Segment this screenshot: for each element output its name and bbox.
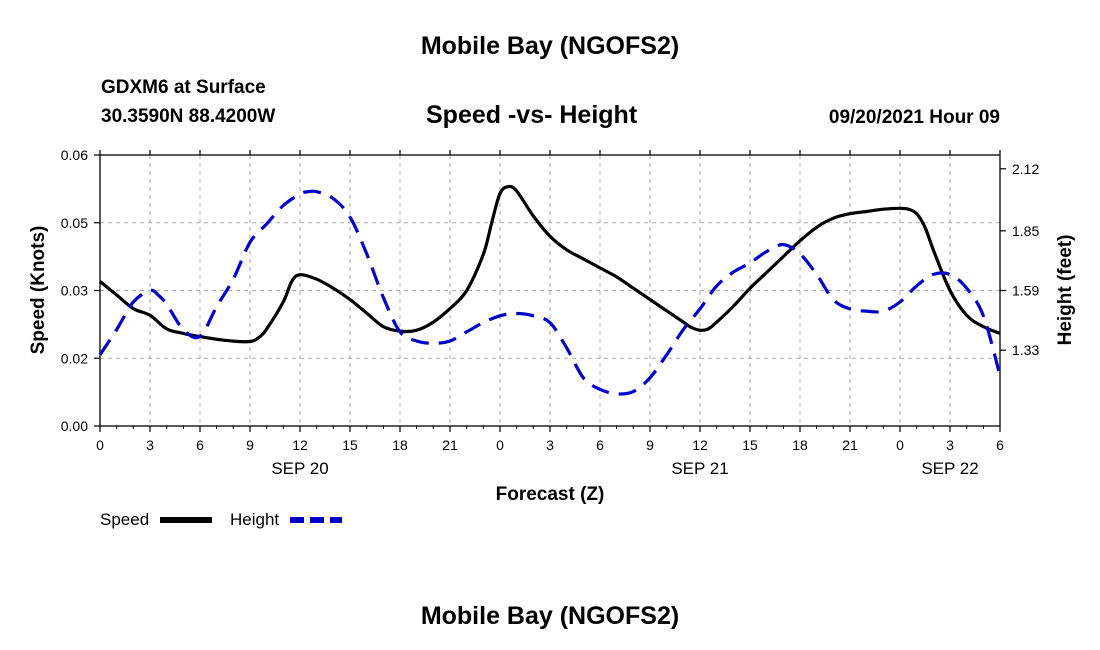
x-tick-label: 12 bbox=[292, 437, 308, 453]
x-tick-label: 9 bbox=[246, 437, 254, 453]
x-tick-label: 6 bbox=[596, 437, 604, 453]
x-tick-label: 21 bbox=[842, 437, 858, 453]
left-tick-label: 0.06 bbox=[61, 147, 88, 163]
right-tick-label: 1.59 bbox=[1012, 283, 1039, 299]
coordinates-label: 30.3590N 88.4200W bbox=[101, 106, 276, 127]
x-tick-label: 15 bbox=[742, 437, 758, 453]
x-tick-label: 6 bbox=[196, 437, 204, 453]
legend-label-height: Height bbox=[230, 510, 279, 529]
x-tick-label: 21 bbox=[442, 437, 458, 453]
x-tick-label: 15 bbox=[342, 437, 358, 453]
x-axis-label: Forecast (Z) bbox=[496, 484, 605, 505]
x-tick-label: 18 bbox=[792, 437, 808, 453]
x-tick-label: 0 bbox=[96, 437, 104, 453]
left-tick-label: 0.00 bbox=[61, 418, 88, 434]
legend: Speed Height bbox=[100, 510, 342, 529]
datetime-label: 09/20/2021 Hour 09 bbox=[828, 107, 1000, 128]
right-tick-label: 1.85 bbox=[1012, 223, 1039, 239]
chart-title: Speed -vs- Height bbox=[426, 101, 638, 129]
right-tick-label: 2.12 bbox=[1012, 161, 1039, 177]
left-tick-label: 0.02 bbox=[61, 350, 88, 366]
x-tick-label: 6 bbox=[996, 437, 1004, 453]
day-label: SEP 22 bbox=[921, 459, 978, 478]
x-tick-label: 3 bbox=[946, 437, 954, 453]
x-tick-label: 18 bbox=[392, 437, 408, 453]
x-tick-label: 3 bbox=[146, 437, 154, 453]
x-tick-label: 0 bbox=[496, 437, 504, 453]
series-group bbox=[98, 184, 1002, 396]
y-axis-label-left: Speed (Knots) bbox=[28, 226, 49, 355]
axis-ticks: 0 3 6 9 12 15 18 21 0 3 6 9 12 15 18 21 0 3 6 SEP 20 SEP 21 S… bbox=[61, 147, 1040, 478]
right-tick-label: 1.33 bbox=[1012, 342, 1039, 358]
x-tick-label: 9 bbox=[646, 437, 654, 453]
station-label: GDXM6 at Surface bbox=[101, 77, 266, 98]
left-tick-label: 0.03 bbox=[61, 283, 88, 299]
left-tick-label: 0.05 bbox=[61, 215, 88, 231]
page-title: Mobile Bay (NGOFS2) bbox=[420, 32, 680, 60]
x-tick-label: 3 bbox=[546, 437, 554, 453]
grid bbox=[100, 154, 1000, 427]
x-tick-label: 0 bbox=[896, 437, 904, 453]
chart: 0 3 6 9 12 15 18 21 0 3 6 9 12 15 18 21 0 3 6 SEP 20 SEP 21 S… bbox=[28, 147, 1076, 529]
speed-series-line bbox=[99, 184, 1001, 344]
legend-label-speed: Speed bbox=[100, 510, 149, 529]
height-series-line bbox=[98, 189, 1002, 396]
footer-title: Mobile Bay (NGOFS2) bbox=[420, 602, 680, 630]
day-label: SEP 21 bbox=[671, 459, 728, 478]
x-tick-label: 12 bbox=[692, 437, 708, 453]
day-label: SEP 20 bbox=[271, 459, 328, 478]
y-axis-label-right: Height (feet) bbox=[1055, 235, 1076, 346]
